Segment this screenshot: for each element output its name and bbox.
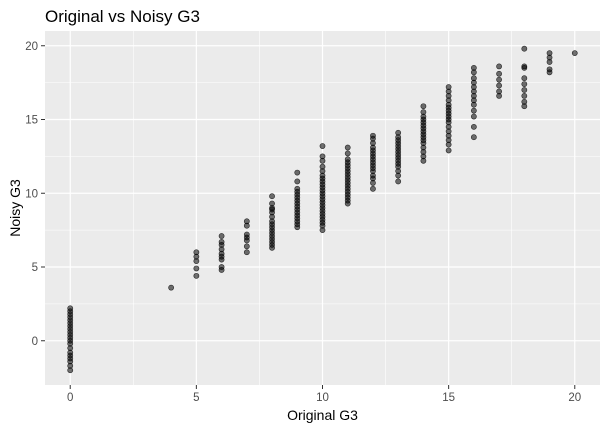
data-point: [470, 113, 477, 120]
data-point: [395, 129, 402, 136]
data-point: [496, 88, 502, 95]
data-point: [294, 169, 301, 176]
data-point: [319, 143, 326, 149]
data-point: [470, 75, 477, 82]
data-point: [168, 284, 175, 291]
y-tick-label: 0: [32, 336, 38, 348]
data-point: [370, 185, 376, 192]
x-tick-label: 20: [568, 392, 581, 404]
y-tick-label: 10: [25, 188, 38, 200]
x-tick-label: 0: [67, 392, 73, 404]
x-axis: 0 5 10 15 20: [67, 385, 581, 404]
data-point: [269, 193, 275, 200]
data-point: [243, 218, 250, 225]
x-tick-label: 10: [316, 392, 329, 404]
data-point: [496, 63, 502, 70]
y-axis: 0 5 10 15 20: [25, 41, 45, 348]
data-point: [218, 264, 225, 270]
data-point: [67, 305, 74, 312]
data-point: [243, 243, 250, 250]
data-point: [294, 178, 301, 185]
data-point: [218, 239, 225, 245]
data-point: [243, 231, 250, 238]
data-point: [243, 249, 250, 256]
data-point: [496, 82, 502, 89]
y-tick-label: 5: [32, 262, 38, 274]
data-point: [470, 64, 477, 71]
data-point: [521, 45, 528, 52]
x-tick-label: 15: [442, 392, 455, 404]
data-points: [67, 45, 578, 374]
data-point: [218, 233, 225, 239]
data-point: [521, 98, 528, 105]
data-point: [521, 63, 528, 70]
data-point: [319, 163, 326, 170]
data-point: [193, 249, 200, 256]
data-point: [193, 272, 200, 279]
y-tick-label: 15: [25, 115, 38, 127]
data-point: [521, 81, 528, 87]
data-point: [546, 50, 553, 57]
data-point: [521, 93, 528, 99]
data-point: [521, 75, 528, 82]
x-axis-title: Original G3: [287, 407, 358, 423]
x-tick-label: 5: [193, 392, 199, 404]
data-point: [445, 84, 452, 90]
data-point: [193, 265, 200, 272]
data-point: [521, 87, 528, 93]
data-point: [546, 66, 553, 73]
data-point: [470, 107, 477, 114]
data-point: [370, 132, 376, 139]
data-point: [319, 153, 326, 160]
chart-title: Original vs Noisy G3: [45, 7, 200, 26]
data-point: [445, 147, 452, 154]
data-point: [344, 144, 351, 151]
data-point: [470, 123, 477, 130]
data-point: [344, 150, 351, 157]
data-point: [420, 103, 427, 110]
data-point: [470, 134, 477, 141]
y-axis-title: Noisy G3: [7, 179, 23, 237]
data-point: [294, 185, 301, 192]
data-point: [269, 200, 275, 207]
data-point: [420, 109, 427, 116]
data-point: [496, 70, 502, 77]
data-point: [571, 50, 578, 57]
y-tick-label: 20: [25, 41, 38, 53]
data-point: [395, 178, 402, 185]
data-point: [344, 156, 351, 163]
data-point: [496, 76, 502, 83]
